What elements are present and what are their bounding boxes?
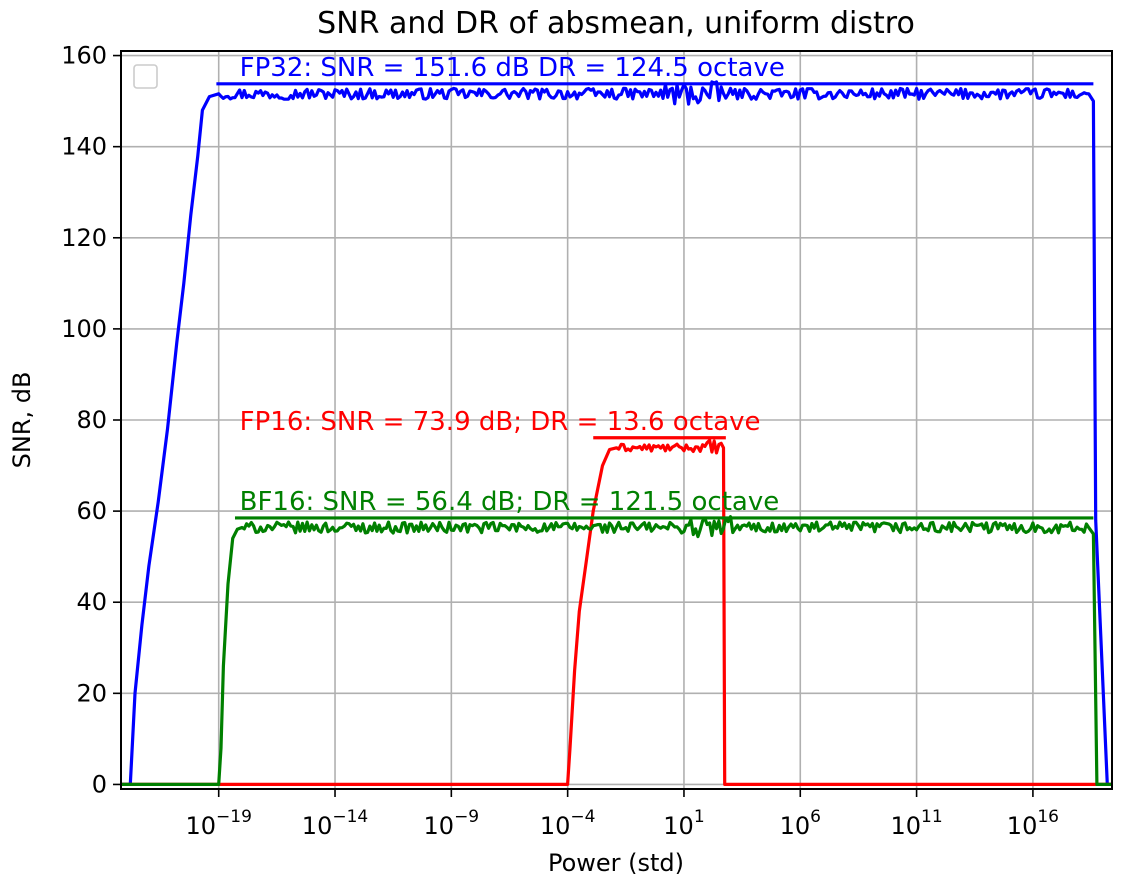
- chart-title: SNR and DR of absmean, uniform distro: [317, 6, 915, 41]
- y-tick-label: 100: [61, 315, 107, 343]
- fp32-series-line: [121, 80, 1112, 786]
- series-layer: FP32: SNR = 151.6 dB DR = 124.5 octave FP…: [121, 53, 1112, 786]
- x-tick-label: 10−19: [185, 807, 251, 840]
- y-axis-label: SNR, dB: [8, 372, 36, 469]
- fp32-annotation: FP32: SNR = 151.6 dB DR = 124.5 octave: [240, 53, 785, 83]
- ticks: 10−19 10−14 10−9 10−4 101 106 1011 1016 0 20 40 60 8…: [61, 42, 1059, 840]
- legend-box: [133, 64, 158, 89]
- x-tick-label: 10−4: [540, 807, 596, 840]
- x-tick-label: 10−14: [302, 807, 368, 840]
- y-tick-label: 20: [76, 679, 107, 707]
- y-tick-label: 160: [61, 42, 107, 70]
- x-tick-label: 1016: [1007, 807, 1059, 840]
- y-tick-label: 120: [61, 224, 107, 252]
- y-tick-label: 80: [76, 406, 107, 434]
- x-tick-label: 106: [780, 807, 821, 840]
- fp16-annotation: FP16: SNR = 73.9 dB; DR = 13.6 octave: [240, 407, 761, 437]
- bf16-series-line: [121, 515, 1112, 786]
- fp16-series-line: [121, 438, 1112, 786]
- x-tick-label: 10−9: [424, 807, 480, 840]
- y-tick-label: 140: [61, 133, 107, 161]
- x-tick-label: 101: [663, 807, 704, 840]
- x-tick-label: 1011: [890, 807, 942, 840]
- grid: [121, 51, 1112, 789]
- y-tick-label: 0: [92, 770, 107, 798]
- y-tick-label: 40: [76, 588, 107, 616]
- y-tick-label: 60: [76, 497, 107, 525]
- x-axis-label: Power (std): [548, 849, 684, 877]
- bf16-annotation: BF16: SNR = 56.4 dB; DR = 121.5 octave: [240, 487, 780, 517]
